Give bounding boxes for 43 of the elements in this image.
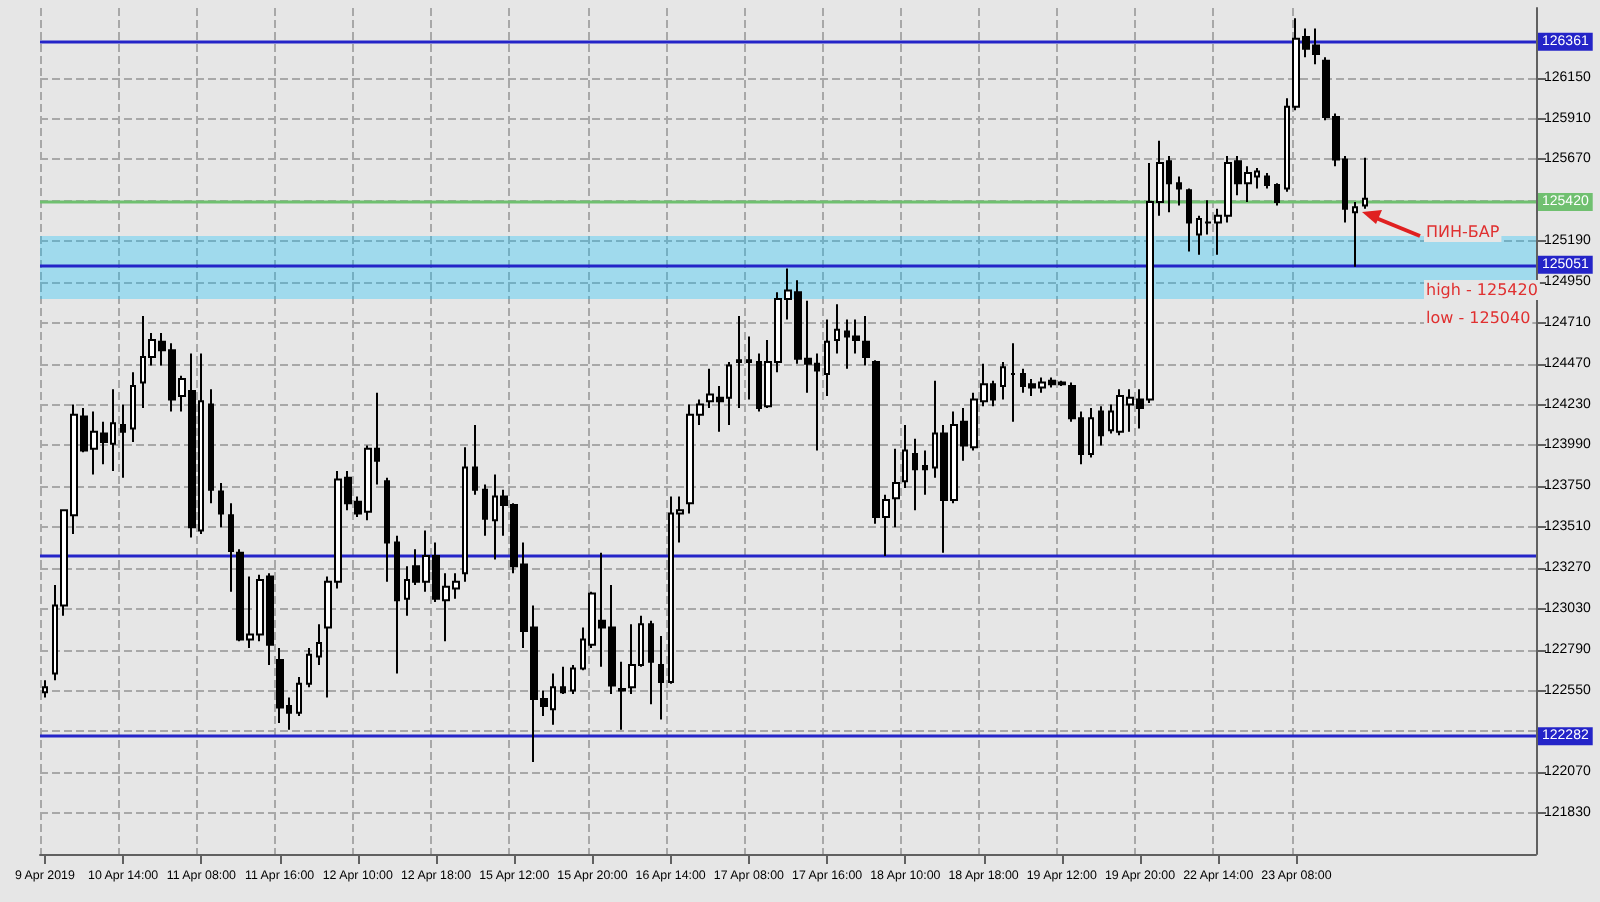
candlestick xyxy=(1264,172,1270,190)
candlestick xyxy=(1098,405,1104,447)
candlestick xyxy=(1362,156,1368,210)
candlestick xyxy=(570,664,576,695)
candlestick xyxy=(902,424,908,490)
candlestick xyxy=(1000,361,1006,401)
candlestick xyxy=(922,449,928,496)
candlestick xyxy=(1352,201,1358,268)
candlestick xyxy=(306,647,312,689)
candlestick xyxy=(316,623,322,667)
candlestick xyxy=(824,318,830,398)
candlestick xyxy=(42,679,48,699)
annotation: low - 125040 xyxy=(1426,309,1531,327)
candlestick xyxy=(462,446,468,583)
candlestick xyxy=(482,483,488,537)
candlestick xyxy=(736,315,742,410)
candlestick xyxy=(384,476,390,583)
candlestick xyxy=(296,675,302,718)
candlestick xyxy=(912,437,918,512)
candlestick xyxy=(560,665,566,695)
candlestick xyxy=(892,447,900,529)
candlestick xyxy=(834,303,840,355)
candlestick xyxy=(1088,407,1094,459)
candlestick xyxy=(1274,182,1280,207)
candlestick xyxy=(658,635,664,721)
candlestick xyxy=(218,481,224,529)
candlestick xyxy=(618,660,626,731)
candlestick xyxy=(648,619,654,706)
candlestick xyxy=(628,623,636,695)
candlestick xyxy=(746,335,752,401)
candlestick xyxy=(862,315,870,367)
candlestick xyxy=(394,534,400,675)
candlestick xyxy=(228,502,234,593)
candlestick xyxy=(276,647,284,724)
annotation: ПИН-БАР xyxy=(1426,223,1500,241)
candlestick xyxy=(1010,342,1016,423)
candlestick xyxy=(472,424,478,496)
candlestick xyxy=(1186,187,1192,253)
candlestick xyxy=(120,403,126,479)
annotation: high - 125420 xyxy=(1426,281,1538,299)
candlestick xyxy=(1176,175,1182,207)
candlestick xyxy=(208,388,214,505)
candlestick xyxy=(130,371,136,444)
